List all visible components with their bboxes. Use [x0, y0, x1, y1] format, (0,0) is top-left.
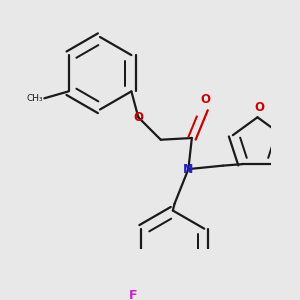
Text: O: O [254, 101, 264, 114]
Text: O: O [201, 93, 211, 106]
Text: F: F [128, 289, 137, 300]
Text: CH₃: CH₃ [26, 94, 43, 103]
Text: N: N [183, 163, 194, 176]
Text: O: O [133, 111, 143, 124]
